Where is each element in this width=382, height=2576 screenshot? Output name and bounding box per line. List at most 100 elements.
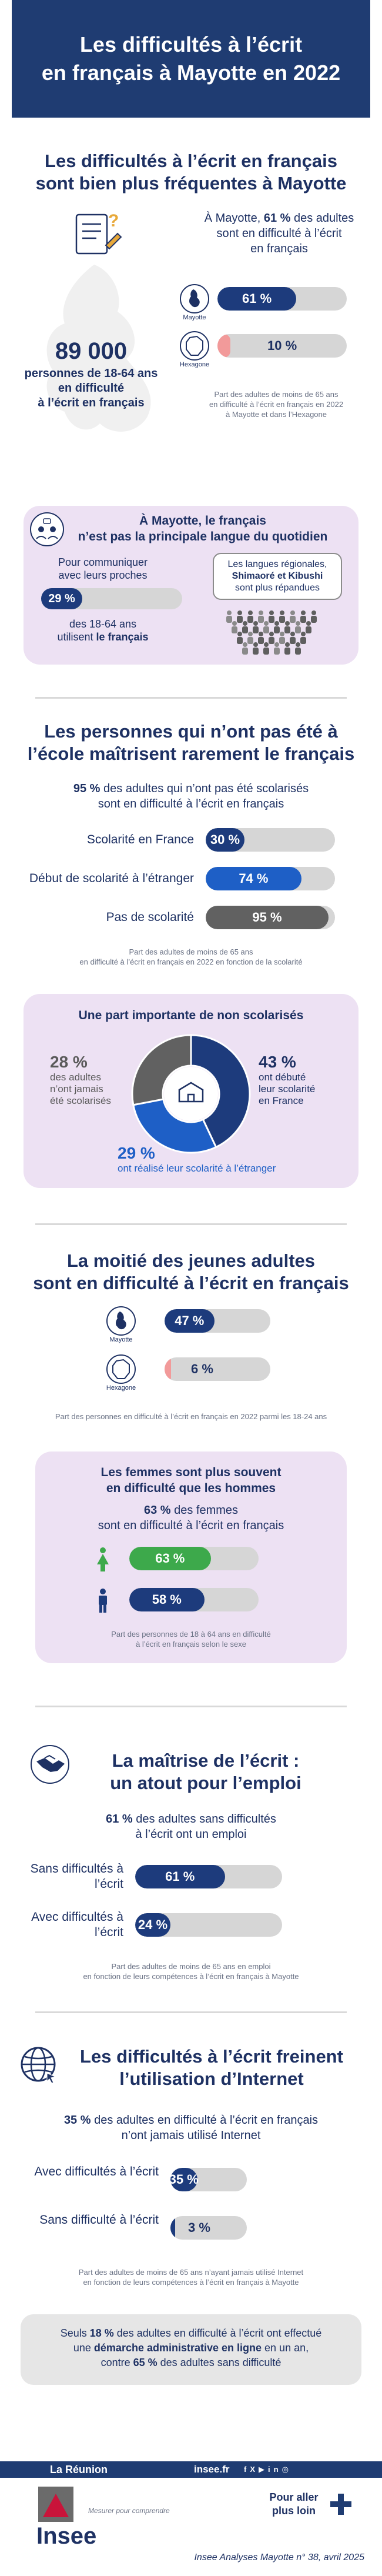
- chart3-bar-hexagone-label: 6 %: [191, 1362, 213, 1376]
- handshake-icon: [31, 1745, 69, 1784]
- chart6-bar-0: 35 %: [170, 2168, 199, 2191]
- donut-left-line2: n’ont jamais: [50, 1083, 103, 1095]
- section8-highlight-box: Seuls 18 % des adultes en difficulté à l…: [21, 2314, 361, 2385]
- crowd-person: [295, 621, 301, 633]
- section3-note-line1: Part des adultes de moins de 65 ans: [129, 947, 253, 956]
- section1-intro-pre: À Mayotte,: [204, 212, 264, 225]
- box-line3-pre: contre: [100, 2357, 133, 2368]
- section8-heading-line2: l’utilisation d’Internet: [119, 2068, 304, 2089]
- crowd-person: [232, 621, 237, 633]
- facebook-icon[interactable]: f: [244, 2465, 250, 2474]
- chart5-bar-0: 61 %: [135, 1865, 225, 1888]
- chart6-bar-0-label: 35 %: [170, 2172, 199, 2187]
- crowd-person: [247, 632, 253, 644]
- donut-left-line3: été scolarisés: [50, 1095, 111, 1106]
- donut-right-pct: 43 %: [259, 1053, 296, 1071]
- divider-4: [35, 2011, 347, 2013]
- mayotte-label-2: Mayotte: [109, 1336, 133, 1343]
- mayotte-map-illustration: [46, 265, 151, 432]
- big-number: 89 000: [55, 338, 128, 364]
- social-icons[interactable]: fX▶in◎: [244, 2465, 292, 2474]
- chart2-bar-0: 30 %: [206, 828, 244, 852]
- plus-icon[interactable]: [329, 2492, 353, 2516]
- chart2-track-2: 95 %: [206, 906, 335, 929]
- section8-heading-line1: Les difficultés à l’écrit freinent: [80, 2046, 343, 2067]
- section6-intro-bold: 63 %: [143, 1504, 171, 1517]
- insee-tagline: Mesurer pour comprendre: [88, 2507, 170, 2515]
- section5-heading: La moitié des jeunes adultes sont en dif…: [18, 1250, 364, 1294]
- crowd-person: [290, 632, 296, 644]
- mayotte-label: Mayotte: [183, 314, 206, 321]
- chart6-row-1: Sans difficulté à l’écrit 3 %: [24, 2213, 353, 2243]
- crowd-person: [237, 610, 243, 623]
- chart2-track-0: 30 %: [206, 828, 335, 852]
- more-info-link[interactable]: Pour aller plus loin: [259, 2491, 329, 2518]
- section2-left-line4-bold: le français: [96, 631, 149, 643]
- document-question-icon: ?: [75, 211, 122, 255]
- section2-heading-line1: À Mayotte, le français: [139, 514, 266, 528]
- section3-note: Part des adultes de moins de 65 ans en d…: [24, 947, 358, 967]
- donut-slice-france: [190, 1034, 251, 1149]
- x-icon[interactable]: X: [250, 2465, 259, 2474]
- chart1: Mayotte 61 % Hexagone 10 %: [179, 283, 350, 372]
- crowd-person: [279, 610, 285, 623]
- chart6-label-1: Sans difficulté à l’écrit: [39, 2213, 159, 2227]
- man-icon: [99, 1589, 107, 1613]
- section1-note-line1: Part des adultes de moins de 65 ans: [214, 390, 339, 399]
- section7-heading: La maîtrise de l’écrit : un atout pour l…: [76, 1750, 335, 1794]
- section2-bubble-line1: Les langues régionales,: [227, 559, 327, 569]
- section2-bubble: Les langues régionales, Shimaoré et Kibu…: [213, 553, 342, 600]
- people-talking-icon: [30, 512, 64, 546]
- crowd-person: [284, 621, 290, 633]
- chart3-row-hexagone: Hexagone 6 %: [106, 1354, 294, 1395]
- chart1-row-mayotte: Mayotte 61 %: [179, 283, 350, 325]
- instagram-icon[interactable]: ◎: [282, 2465, 292, 2474]
- section8-intro: 35 % des adultes en difficulté à l’écrit…: [18, 2113, 364, 2143]
- insee-brand: Insee: [36, 2523, 97, 2549]
- insee-logo-mark: [38, 2487, 73, 2522]
- donut-right-line3: en France: [259, 1095, 304, 1106]
- crowd-person: [274, 642, 280, 655]
- linkedin-icon[interactable]: in: [268, 2465, 282, 2474]
- donut-right-line2: leur scolarité: [259, 1083, 316, 1095]
- chart4: 63 % 58 %: [94, 1547, 282, 1613]
- section2-left-line4-pre: utilisent: [57, 631, 96, 643]
- section5-note: Part des personnes en difficulté à l’écr…: [55, 1412, 327, 1421]
- chart5-bar-1: 24 %: [135, 1913, 170, 1937]
- chart4-row-men: 58 %: [94, 1588, 282, 1613]
- chart2-bar-1-label: 74 %: [239, 871, 269, 886]
- mayotte-icon-2: [106, 1306, 136, 1336]
- donut-bottom-annotation: 29 % ont réalisé leur scolarité à l’étra…: [118, 1144, 294, 1174]
- chart5-label-1: Avec difficultés à l’écrit: [31, 1910, 123, 1939]
- footer-site-link[interactable]: insee.fr: [194, 2464, 230, 2475]
- section1-note-line2: en difficulté à l’écrit en français en 2…: [209, 400, 344, 409]
- crowd-person: [311, 610, 317, 623]
- section6-intro: 63 % des femmes sont en difficulté à l’é…: [35, 1503, 347, 1533]
- section8-intro-line2: n’ont jamais utilisé Internet: [121, 2129, 261, 2142]
- section1-heading-line2: sont bien plus fréquentes à Mayotte: [35, 173, 347, 193]
- chart4-row-women: 63 %: [94, 1547, 282, 1571]
- section5-heading-line1: La moitié des jeunes adultes: [66, 1250, 316, 1271]
- section2-left-line2: avec leurs proches: [58, 569, 148, 581]
- section8-intro-bold: 35 %: [63, 2114, 91, 2127]
- section7-heading-line1: La maîtrise de l’écrit :: [112, 1750, 300, 1771]
- chart4-bar-men-label: 58 %: [152, 1592, 182, 1607]
- chart5-track-1: 24 %: [135, 1913, 282, 1937]
- crowd-person: [279, 632, 285, 644]
- chart2-bar-0-label: 30 %: [210, 832, 240, 847]
- donut-bottom-line: ont réalisé leur scolarité à l’étranger: [118, 1163, 276, 1174]
- section2-bubble-line3: sont plus répandues: [234, 583, 320, 593]
- chart2-label-1: Début de scolarité à l’étranger: [29, 872, 194, 885]
- chart2-bar-2: 95 %: [206, 906, 329, 929]
- big-number-caption-line3: à l’écrit en français: [38, 396, 145, 409]
- crowd-person: [269, 632, 274, 644]
- youtube-icon[interactable]: ▶: [259, 2465, 269, 2474]
- chart2-row-2: Pas de scolarité 95 %: [12, 906, 364, 929]
- crowd-person: [242, 621, 248, 633]
- donut-right-line1: ont débuté: [259, 1072, 306, 1083]
- page-title: Les difficultés à l’écrit en français à …: [12, 0, 370, 118]
- chart2-row-1: Début de scolarité à l’étranger 74 %: [12, 867, 364, 890]
- chart6-bar-1: [170, 2216, 175, 2240]
- chart4-bar-women-label: 63 %: [155, 1551, 185, 1566]
- divider-1: [35, 697, 347, 699]
